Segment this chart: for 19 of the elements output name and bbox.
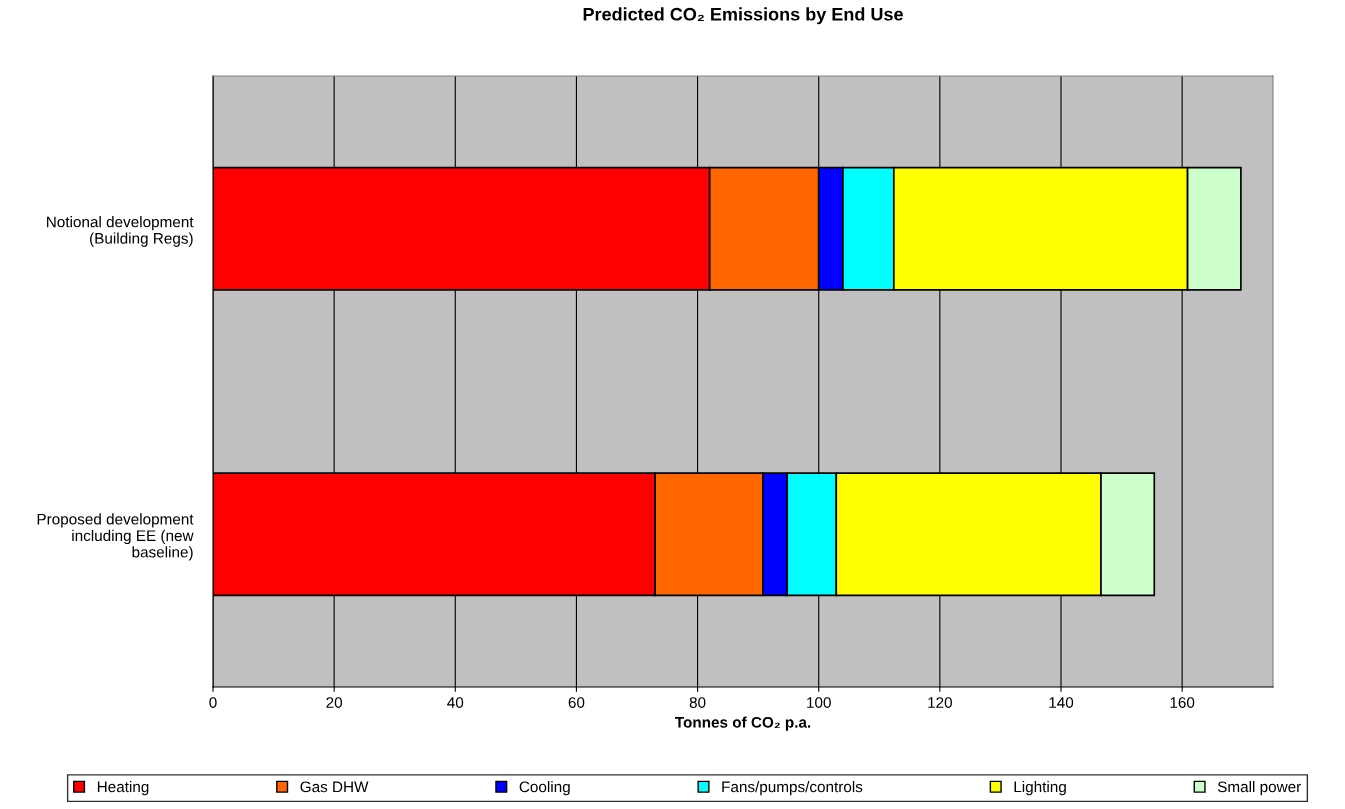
x-tick-label: 140 xyxy=(1049,697,1074,708)
chart-title: Predicted CO₂ Emissions by End Use xyxy=(583,7,903,25)
legend-label: Gas DHW xyxy=(300,781,369,793)
legend-label: Heating xyxy=(97,781,149,796)
x-tick-label: 80 xyxy=(689,697,706,708)
x-tick-label: 0 xyxy=(209,697,217,708)
x-tick-label: 20 xyxy=(326,697,343,708)
legend-label: Cooling xyxy=(519,781,570,796)
x-tick-label: 100 xyxy=(807,697,831,708)
x-axis-title: Tonnes of CO₂ p.a. xyxy=(674,716,811,731)
x-tick-label: 160 xyxy=(1170,697,1195,708)
legend-label: Lighting xyxy=(1014,781,1066,796)
legend-label: Fans/pumps/controls xyxy=(722,781,863,796)
x-tick-label: 120 xyxy=(928,697,953,708)
legend-label: Small power xyxy=(1217,781,1301,796)
y-tick-label: Notional development (Building Regs) xyxy=(47,216,194,247)
y-tick-label: Proposed development including EE (new baseline) xyxy=(37,513,194,561)
x-tick-label: 60 xyxy=(568,697,585,708)
x-tick-label: 40 xyxy=(447,697,464,708)
